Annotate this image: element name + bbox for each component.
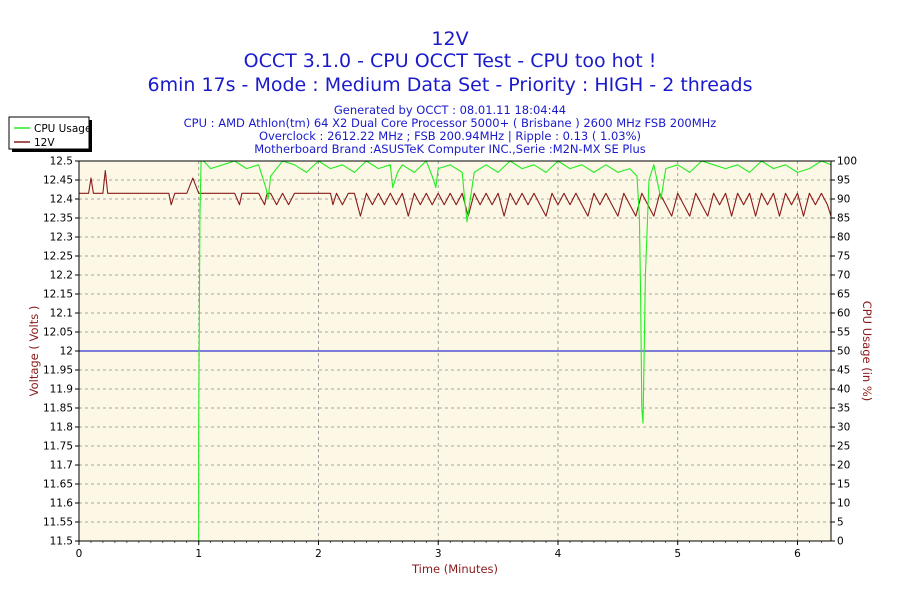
y2-tick-label: 25 [837, 441, 850, 453]
y2-tick-label: 65 [837, 289, 850, 301]
y-tick-label: 12.45 [43, 175, 73, 187]
y-tick-label: 11.5 [50, 536, 73, 548]
y2-tick-label: 5 [837, 517, 844, 529]
y-tick-label: 11.8 [50, 422, 73, 434]
y2-tick-label: 100 [837, 156, 857, 168]
y2-tick-label: 75 [837, 251, 850, 263]
y-tick-label: 12.3 [50, 232, 73, 244]
chart-title: 12V [431, 28, 468, 50]
x-axis-label: Time (Minutes) [411, 562, 498, 576]
y-tick-label: 12.25 [43, 251, 73, 263]
y-tick-label: 12.5 [50, 156, 73, 168]
legend-label-cpu-usage: CPU Usage [34, 123, 91, 135]
y2-tick-label: 80 [837, 232, 850, 244]
y2-tick-label: 15 [837, 479, 850, 491]
y-tick-label: 12.4 [50, 194, 74, 206]
x-tick-label: 0 [76, 548, 83, 560]
y2-tick-label: 10 [837, 498, 850, 510]
info-motherboard: Motherboard Brand :ASUSTeK Computer INC.… [254, 142, 646, 156]
x-tick-label: 3 [435, 548, 442, 560]
x-tick-label: 1 [195, 548, 202, 560]
y-tick-label: 11.65 [43, 479, 73, 491]
y2-tick-label: 30 [837, 422, 850, 434]
y2-axis-label: CPU Usage (in %) [860, 301, 874, 402]
y-tick-label: 12.05 [43, 327, 73, 339]
y-tick-label: 11.6 [50, 498, 74, 510]
y-tick-label: 12.15 [43, 289, 73, 301]
info-cpu: CPU : AMD Athlon(tm) 64 X2 Dual Core Pro… [184, 116, 717, 130]
chart-subtitle-1: OCCT 3.1.0 - CPU OCCT Test - CPU too hot… [244, 50, 657, 72]
y2-tick-label: 40 [837, 384, 850, 396]
y-tick-label: 12.2 [50, 270, 73, 282]
y2-tick-label: 55 [837, 327, 850, 339]
x-tick-label: 2 [315, 548, 322, 560]
y2-tick-label: 20 [837, 460, 850, 472]
legend-box [8, 116, 90, 150]
y2-tick-label: 0 [837, 536, 844, 548]
legend: CPU Usage 12V [8, 116, 92, 152]
y2-tick-label: 95 [837, 175, 850, 187]
y-axis-label: Voltage ( Volts ) [27, 306, 41, 397]
y2-tick-label: 85 [837, 213, 850, 225]
x-tick-label: 6 [794, 548, 801, 560]
y-tick-label: 12.35 [43, 213, 73, 225]
legend-label-12v: 12V [34, 137, 55, 149]
y-tick-label: 11.7 [50, 460, 73, 472]
chart-subtitle-2: 6min 17s - Mode : Medium Data Set - Prio… [147, 74, 752, 96]
y-tick-label: 11.55 [43, 517, 73, 529]
info-overclock: Overclock : 2612.22 MHz ; FSB 200.94MHz … [259, 129, 641, 143]
series-line-12v [79, 169, 832, 217]
y2-tick-label: 70 [837, 270, 850, 282]
y2-tick-label: 90 [837, 194, 850, 206]
y-tick-label: 12.1 [50, 308, 73, 320]
series-line-cpu-usage [198, 160, 832, 541]
y2-tick-label: 60 [837, 308, 850, 320]
info-generated: Generated by OCCT : 08.01.11 18:04:44 [334, 103, 566, 117]
series [79, 160, 832, 541]
grid [79, 161, 831, 541]
x-tick-label: 5 [674, 548, 681, 560]
y2-tick-label: 45 [837, 365, 850, 377]
x-tick-label: 4 [555, 548, 562, 560]
y-tick-label: 11.75 [43, 441, 73, 453]
ticks: 11.5 11.55 11.6 11.65 11.7 11.75 11.8 11.85 11.9… [43, 156, 857, 561]
y-tick-label: 11.85 [43, 403, 73, 415]
y-tick-label: 11.95 [43, 365, 73, 377]
y-tick-label: 12 [60, 346, 73, 358]
y2-tick-label: 50 [837, 346, 850, 358]
y2-tick-label: 35 [837, 403, 850, 415]
y-tick-label: 11.9 [50, 384, 73, 396]
